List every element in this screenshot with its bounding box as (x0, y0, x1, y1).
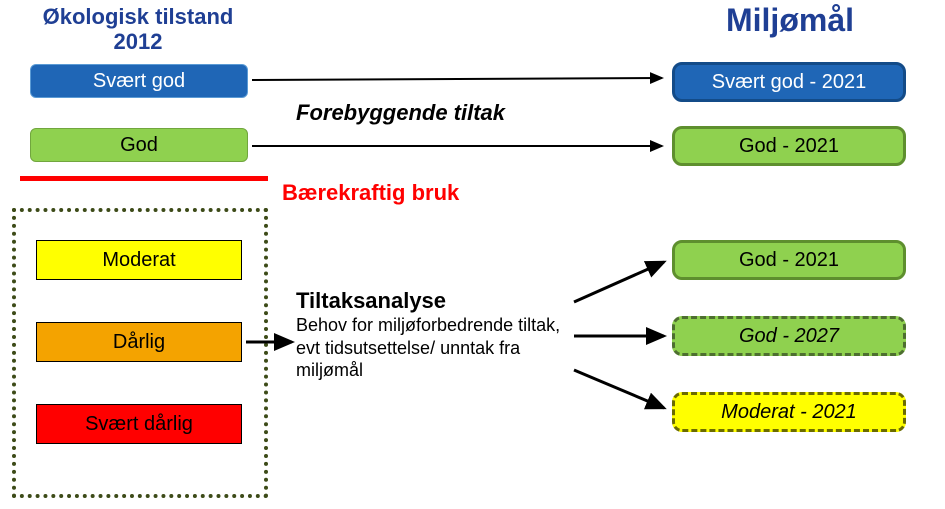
goal-box-right-1: God - 2021 (672, 126, 906, 166)
sustainable-use-divider (20, 176, 268, 181)
title-left: Økologisk tilstand 2012 (18, 4, 258, 55)
status-box-left-2: Moderat (36, 240, 242, 280)
arrow-3 (574, 262, 664, 302)
analysis-block: Tiltaksanalyse Behov for miljøforbedrend… (296, 288, 576, 382)
title-right: Miljømål (680, 2, 900, 39)
label-preventive-measures: Forebyggende tiltak (296, 100, 505, 126)
status-box-left-4: Svært dårlig (36, 404, 242, 444)
goal-box-right-0: Svært god - 2021 (672, 62, 906, 102)
arrow-0 (252, 78, 662, 80)
analysis-body: Behov for miljøforbedrende tiltak, evt t… (296, 314, 576, 382)
goal-box-right-3: God - 2027 (672, 316, 906, 356)
status-box-left-1: God (30, 128, 248, 162)
status-box-left-0: Svært god (30, 64, 248, 98)
label-sustainable-use: Bærekraftig bruk (282, 180, 459, 206)
arrow-5 (574, 370, 664, 408)
status-box-left-3: Dårlig (36, 322, 242, 362)
analysis-heading: Tiltaksanalyse (296, 288, 576, 314)
goal-box-right-2: God - 2021 (672, 240, 906, 280)
goal-box-right-4: Moderat - 2021 (672, 392, 906, 432)
